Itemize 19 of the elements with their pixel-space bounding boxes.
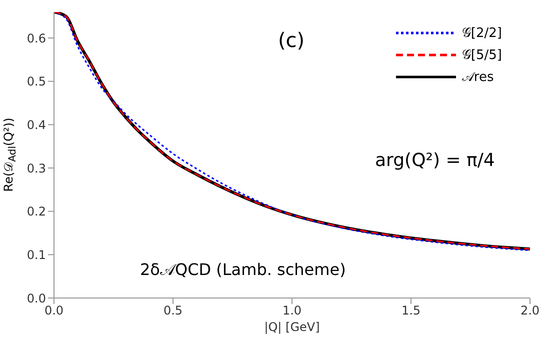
legend-label: 𝒜res (462, 70, 494, 84)
x-tick-label: 0.5 (163, 304, 183, 318)
x-axis-title: |Q| [GeV] (263, 320, 321, 334)
y-tick-label: 0.5 (26, 74, 46, 89)
y-tick-label: 0.0 (26, 291, 46, 306)
annotation: arg(Q²) = π/4 (375, 150, 495, 171)
y-tick-label: 0.4 (26, 118, 46, 132)
y-tick-label: 0.2 (26, 204, 46, 219)
x-tick-label: 1.0 (282, 304, 302, 318)
legend-label: 𝒢[5/5] (462, 48, 502, 62)
annotation: 2δ𝒜QCD (Lamb. scheme) (140, 260, 346, 279)
x-tick-label: 1.5 (401, 304, 421, 318)
annotation: (c) (278, 28, 305, 52)
y-tick-label: 0.1 (26, 248, 46, 262)
legend-label: 𝒢[2/2] (462, 26, 502, 40)
x-tick-label: 2.0 (520, 304, 540, 318)
x-tick-label: 0.0 (44, 304, 64, 318)
y-tick-label: 0.3 (26, 161, 46, 176)
y-tick-label: 0.6 (26, 31, 46, 46)
